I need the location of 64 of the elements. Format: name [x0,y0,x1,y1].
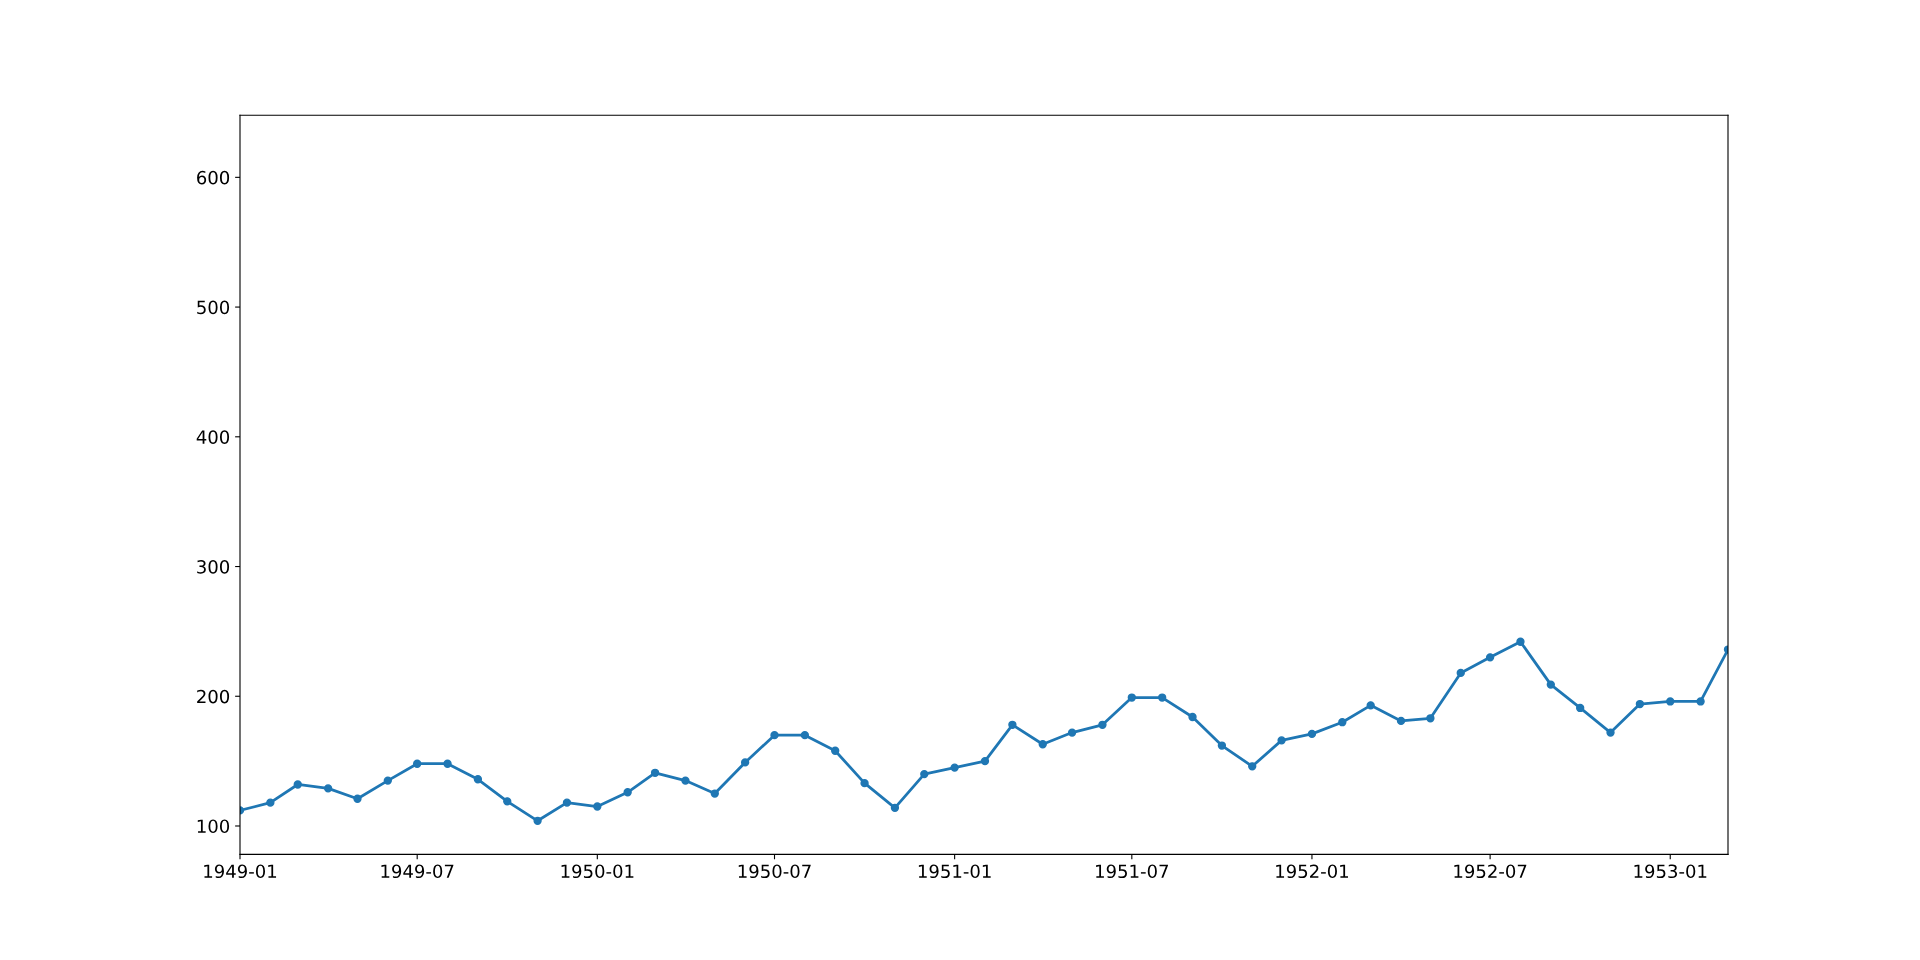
point [800,731,810,740]
point [1635,699,1645,709]
point [503,797,512,806]
point [1456,668,1465,678]
point [353,794,362,803]
point [293,780,302,789]
point [1188,712,1197,722]
point [443,759,452,768]
point [980,756,990,766]
point [266,798,275,807]
point [1008,720,1017,729]
x-tick-label: 1949-07 [381,864,454,879]
point [890,803,900,812]
point [593,802,602,811]
point [1338,718,1347,727]
point [1696,697,1705,706]
x-tick-label: 1949-01 [204,864,277,879]
point [1127,693,1136,702]
point [1576,703,1585,713]
point [1366,701,1375,710]
point [770,731,779,740]
point [1158,693,1167,702]
point [1516,637,1525,646]
x-tick-label: 1952-07 [1454,864,1527,879]
point [650,768,660,777]
point [1396,716,1406,726]
point [1217,741,1227,750]
point [1666,697,1675,706]
point [1098,720,1107,729]
point [950,763,959,772]
x-tick-label: 1950-07 [738,864,811,879]
point [860,779,869,788]
point [831,746,840,755]
point [1038,740,1047,749]
x-tick-label: 1952-01 [1276,864,1348,879]
point [1426,714,1435,723]
point [623,788,632,797]
point [1248,762,1257,771]
point [323,784,333,793]
point [533,816,542,825]
y-tick-label: 300 [197,559,230,574]
point [710,789,719,798]
y-tick-label: 100 [197,819,230,834]
point [681,776,690,785]
y-tick-label: 600 [197,170,230,185]
point [413,759,422,768]
point [1067,728,1077,737]
x-tick-label: 1951-01 [918,864,991,879]
point [1277,736,1286,745]
point [1485,653,1495,662]
x-tick-label: 1950-01 [561,864,634,879]
point [562,798,572,807]
y-tick-label: 400 [196,430,230,444]
x-tick-label: 1953-01 [1634,864,1707,879]
point [740,758,750,767]
point [383,776,392,785]
point [1307,729,1317,739]
y-tick-label: 500 [197,300,230,315]
point [1606,728,1615,737]
x-tick-label: 1951-07 [1096,864,1168,879]
point [473,775,483,784]
point [920,769,929,779]
point [1546,680,1555,689]
y-tick-label: 200 [197,689,230,704]
